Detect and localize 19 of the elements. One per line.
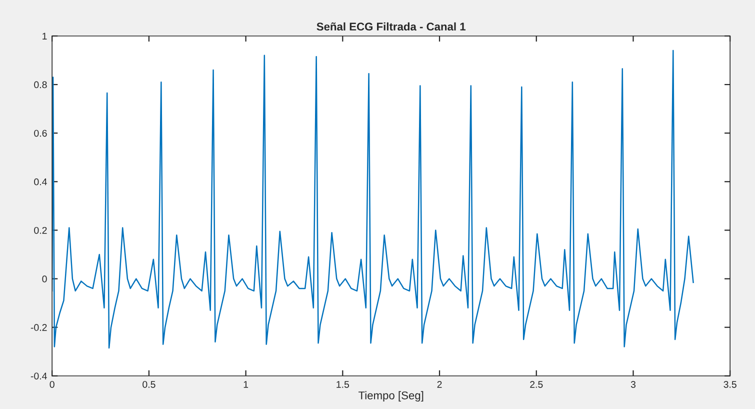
- line-series: [52, 50, 694, 349]
- y-tick-label: 0.4: [34, 178, 47, 186]
- x-tick-label: 1.5: [336, 381, 350, 388]
- y-tick-label: 0.6: [34, 130, 47, 137]
- x-tick-label: 0.5: [142, 380, 156, 388]
- x-tick-label: 1: [244, 381, 248, 388]
- x-tick-label: 3.5: [724, 380, 736, 388]
- x-tick-label: 2: [437, 380, 442, 388]
- chart-title: Señal ECG Filtrada - Canal 1: [316, 22, 466, 31]
- y-tick-label: -0.4: [30, 372, 47, 380]
- y-tick-label: 0: [42, 275, 47, 282]
- y-tick-label: -0.2: [30, 324, 47, 331]
- x-tick-label: 2.5: [530, 380, 543, 388]
- x-tick-label: 0: [50, 380, 54, 388]
- x-axis-title: Tiempo [Seg]: [358, 391, 424, 402]
- x-tick-label: 3: [630, 380, 636, 388]
- y-tick-label: 0.2: [34, 226, 47, 234]
- y-tick-label: 0.8: [34, 81, 47, 88]
- y-tick-label: 1: [42, 32, 47, 40]
